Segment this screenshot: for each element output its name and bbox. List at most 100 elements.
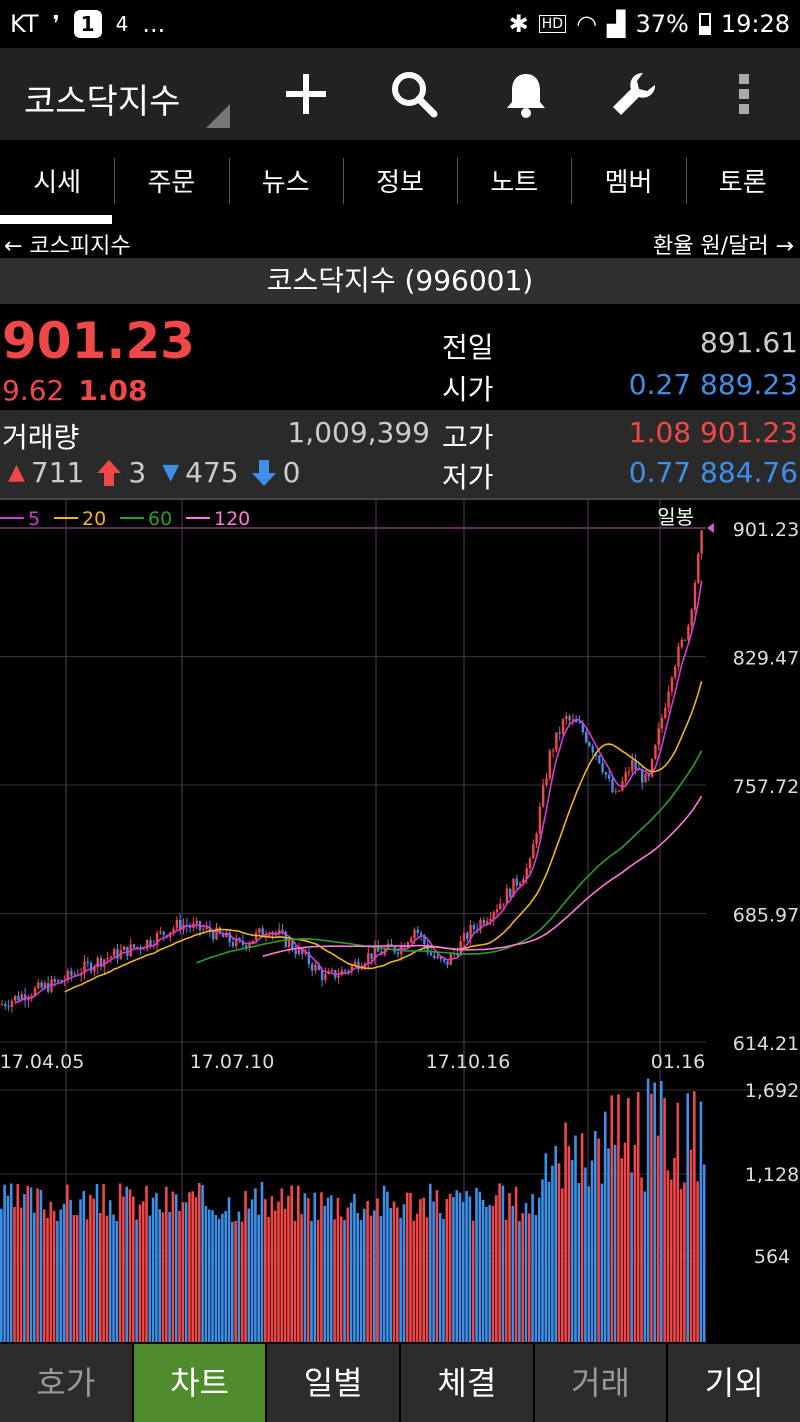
lower-limit-arrow-icon bbox=[251, 459, 276, 486]
volume-bar bbox=[316, 1219, 320, 1342]
candle-body bbox=[225, 932, 228, 938]
instrument-nav: ← 코스피지수 환율 원/달러 → bbox=[0, 228, 800, 259]
volume-bar bbox=[415, 1213, 419, 1342]
volume-bar bbox=[673, 1157, 676, 1342]
volume-bar bbox=[293, 1220, 297, 1342]
candle-body bbox=[330, 969, 334, 972]
candle-body bbox=[96, 957, 99, 968]
volume-bar bbox=[231, 1221, 234, 1342]
volume-bar bbox=[693, 1091, 696, 1342]
volume-bar bbox=[16, 1183, 20, 1342]
high-label: 고가 bbox=[442, 421, 494, 454]
volume-bar bbox=[643, 1191, 647, 1342]
wifi-icon: ◠ bbox=[576, 10, 598, 38]
tab-member[interactable]: 멤버 bbox=[571, 140, 685, 228]
volume-bar bbox=[184, 1202, 188, 1342]
volume-bar bbox=[392, 1201, 396, 1342]
chart-canvas[interactable]: 901.23 829.47 757.72 685.97 614.21 1,692 1,128… bbox=[0, 500, 800, 1342]
candle-body bbox=[10, 1000, 14, 1007]
volume-bar bbox=[105, 1215, 109, 1342]
volume-bar bbox=[617, 1094, 620, 1342]
add-icon[interactable] bbox=[278, 66, 334, 122]
volume-bar bbox=[590, 1160, 594, 1342]
tab-chart[interactable]: 차트 bbox=[133, 1344, 266, 1422]
search-icon[interactable] bbox=[386, 66, 442, 122]
volume-bar bbox=[650, 1093, 653, 1342]
candle-body bbox=[538, 806, 542, 834]
volume-bar bbox=[481, 1199, 485, 1342]
next-instrument-link[interactable]: 환율 원/달러 → bbox=[652, 234, 794, 259]
tab-note[interactable]: 노트 bbox=[457, 140, 571, 228]
prev-close-label: 전일 bbox=[442, 331, 494, 364]
tab-news[interactable]: 뉴스 bbox=[228, 140, 343, 228]
volume-bar bbox=[580, 1133, 584, 1342]
quote-panel: 901.23 9.62 1.08 전일 891.61 시가 0.27 889.23… bbox=[0, 304, 800, 498]
volume-bar bbox=[544, 1153, 548, 1342]
wrench-icon[interactable] bbox=[606, 66, 662, 122]
page-title-dropdown[interactable]: 코스닥지수 bbox=[24, 82, 181, 122]
candle-body bbox=[443, 959, 446, 962]
volume-bar bbox=[306, 1198, 310, 1342]
candle-body bbox=[17, 995, 20, 1001]
ma20-line bbox=[64, 680, 703, 993]
price-chart[interactable]: 901.23 829.47 757.72 685.97 614.21 1,692 1,128… bbox=[0, 498, 800, 1342]
volume-bar bbox=[320, 1192, 323, 1342]
volume-bar bbox=[79, 1199, 82, 1342]
volume-bar bbox=[128, 1189, 132, 1342]
candle-body bbox=[109, 956, 113, 958]
tab-broker[interactable]: 거래 bbox=[534, 1344, 667, 1422]
tab-trades[interactable]: 체결 bbox=[401, 1344, 533, 1422]
volume-bar bbox=[363, 1208, 366, 1342]
candle-body bbox=[320, 970, 324, 981]
candle-body bbox=[113, 949, 116, 957]
volume-bar bbox=[584, 1167, 587, 1342]
ma120-line bbox=[262, 795, 703, 957]
volume-bar bbox=[478, 1191, 482, 1342]
candle-body bbox=[245, 945, 248, 948]
candle-body bbox=[311, 964, 314, 971]
volume-bar bbox=[660, 1081, 663, 1342]
instrument-name: 코스닥지수 (996001) bbox=[0, 258, 800, 304]
tab-daily[interactable]: 일별 bbox=[267, 1344, 400, 1422]
volume-bar bbox=[13, 1206, 16, 1342]
tab-order[interactable]: 주문 bbox=[114, 140, 228, 228]
candle-body bbox=[367, 953, 370, 964]
candle-body bbox=[268, 934, 271, 936]
candle-body bbox=[551, 750, 555, 752]
volume-bar bbox=[240, 1221, 244, 1342]
prev-instrument-link[interactable]: ← 코스피지수 bbox=[4, 234, 131, 259]
candle-body bbox=[179, 920, 182, 930]
volume-bar bbox=[524, 1202, 528, 1342]
candle-body bbox=[598, 755, 601, 763]
candle-body bbox=[528, 858, 532, 869]
volume-bar bbox=[82, 1191, 86, 1342]
volume-bar bbox=[221, 1213, 224, 1342]
volume-bar bbox=[528, 1213, 531, 1342]
volume-bar bbox=[171, 1191, 175, 1342]
tab-orderbook[interactable]: 호가 bbox=[0, 1344, 132, 1422]
volume-bar bbox=[92, 1198, 95, 1342]
candle-body bbox=[680, 639, 683, 647]
volume-bar bbox=[425, 1217, 429, 1342]
volume-bar bbox=[151, 1197, 155, 1342]
volume-bar bbox=[534, 1215, 538, 1342]
candle-body bbox=[284, 931, 287, 947]
candle-body bbox=[647, 774, 650, 777]
candle-body bbox=[23, 994, 27, 1001]
tab-discussion[interactable]: 토론 bbox=[685, 140, 800, 228]
tab-price[interactable]: 시세 bbox=[0, 140, 114, 228]
volume-bar bbox=[280, 1188, 284, 1342]
volume-bar bbox=[577, 1182, 581, 1342]
candle-body bbox=[344, 970, 347, 972]
candle-body bbox=[654, 744, 657, 759]
volume-bar bbox=[537, 1197, 541, 1342]
more-vert-icon[interactable] bbox=[716, 66, 772, 122]
tab-foreign-institution[interactable]: 기외 bbox=[668, 1344, 800, 1422]
candle-body bbox=[373, 946, 377, 960]
volume-bar bbox=[376, 1198, 379, 1342]
candle-body bbox=[518, 882, 522, 886]
candle-body bbox=[314, 964, 317, 971]
volume-bar bbox=[132, 1196, 135, 1342]
tab-info[interactable]: 정보 bbox=[342, 140, 457, 228]
bell-icon[interactable] bbox=[498, 66, 554, 122]
